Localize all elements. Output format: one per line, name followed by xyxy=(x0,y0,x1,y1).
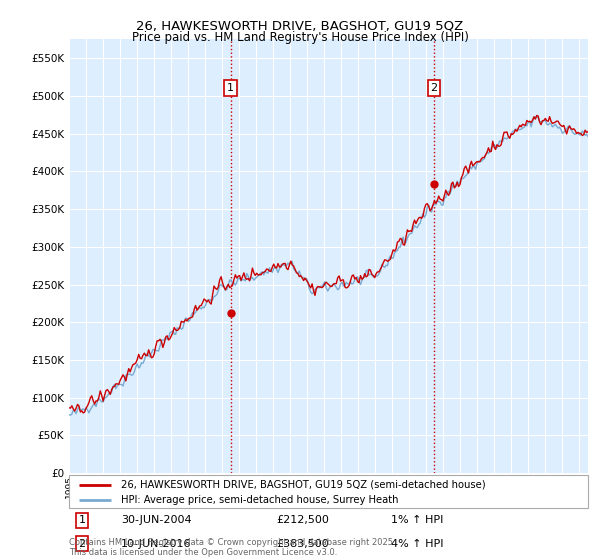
Text: 2: 2 xyxy=(430,83,437,94)
Text: 30-JUN-2004: 30-JUN-2004 xyxy=(121,515,191,525)
Text: 26, HAWKESWORTH DRIVE, BAGSHOT, GU19 5QZ: 26, HAWKESWORTH DRIVE, BAGSHOT, GU19 5QZ xyxy=(136,20,464,32)
Text: 26, HAWKESWORTH DRIVE, BAGSHOT, GU19 5QZ (semi-detached house): 26, HAWKESWORTH DRIVE, BAGSHOT, GU19 5QZ… xyxy=(121,479,485,489)
Text: Price paid vs. HM Land Registry's House Price Index (HPI): Price paid vs. HM Land Registry's House … xyxy=(131,31,469,44)
Text: 4% ↑ HPI: 4% ↑ HPI xyxy=(391,539,443,549)
Text: 1: 1 xyxy=(79,515,85,525)
Text: 2: 2 xyxy=(79,539,86,549)
Text: Contains HM Land Registry data © Crown copyright and database right 2025.
This d: Contains HM Land Registry data © Crown c… xyxy=(69,538,395,557)
Text: 1: 1 xyxy=(227,83,234,94)
Text: 10-JUN-2016: 10-JUN-2016 xyxy=(121,539,191,549)
Text: £383,500: £383,500 xyxy=(277,539,329,549)
Text: £212,500: £212,500 xyxy=(277,515,329,525)
Text: HPI: Average price, semi-detached house, Surrey Heath: HPI: Average price, semi-detached house,… xyxy=(121,495,398,505)
FancyBboxPatch shape xyxy=(69,475,588,508)
Text: 1% ↑ HPI: 1% ↑ HPI xyxy=(391,515,443,525)
